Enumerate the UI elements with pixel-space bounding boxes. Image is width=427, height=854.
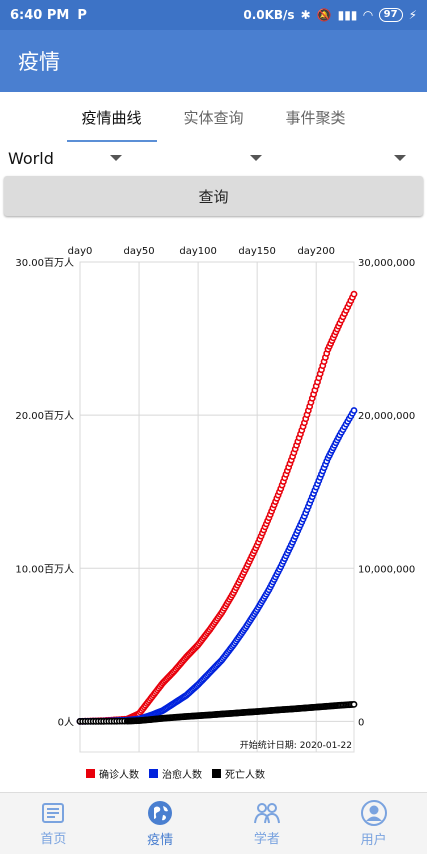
status-indicators: 0.0KB/s ✱ 🔕 ▮▮▮ ◠ 97 ⚡ bbox=[243, 8, 417, 22]
query-button[interactable]: 查询 bbox=[4, 176, 423, 216]
bottom-nav: 首页 疫情 学者 用户 bbox=[0, 792, 427, 854]
series-line-0 bbox=[79, 293, 356, 723]
series-point-0 bbox=[350, 290, 358, 298]
legend-label: 治愈人数 bbox=[162, 768, 202, 781]
x-tick-label: day0 bbox=[68, 246, 93, 257]
legend-label: 死亡人数 bbox=[225, 768, 265, 781]
signal-icon: ▮▮▮ bbox=[337, 8, 358, 22]
nav-user[interactable]: 用户 bbox=[320, 793, 427, 854]
plot-frame bbox=[79, 261, 355, 753]
x-tick-label: day150 bbox=[238, 246, 275, 257]
charging-icon: ⚡ bbox=[408, 8, 417, 22]
page-title: 疫情 bbox=[18, 50, 60, 74]
chevron-down-icon bbox=[394, 155, 406, 161]
y-right-tick-label: 10,000,000 bbox=[358, 564, 415, 575]
y-left-tick-label: 20.00百万人 bbox=[15, 410, 74, 422]
people-icon bbox=[253, 803, 280, 824]
newspaper-icon bbox=[42, 803, 65, 823]
mute-icon: 🔕 bbox=[316, 8, 332, 22]
globe-icon bbox=[148, 801, 173, 825]
series-point-1 bbox=[350, 407, 358, 414]
y-left-tick-label: 10.00百万人 bbox=[15, 563, 74, 575]
user-icon bbox=[360, 800, 387, 826]
second-select[interactable] bbox=[150, 144, 270, 172]
third-select[interactable] bbox=[290, 144, 410, 172]
y-right-tick-label: 20,000,000 bbox=[358, 411, 415, 422]
nav-epidemic-label: 疫情 bbox=[147, 833, 174, 848]
x-tick-label: day50 bbox=[123, 246, 154, 257]
x-tick-label: day100 bbox=[179, 246, 216, 257]
y-right-tick-label: 30,000,000 bbox=[358, 258, 415, 269]
legend-swatch bbox=[149, 769, 158, 778]
nav-home-label: 首页 bbox=[40, 832, 67, 847]
y-right-tick-label: 0 bbox=[358, 717, 364, 728]
nav-scholars-label: 学者 bbox=[253, 832, 280, 847]
series-point-2 bbox=[350, 700, 358, 708]
chart-annotation: 开始统计日期: 2020-01-22 bbox=[240, 739, 352, 751]
tab-entity-query[interactable]: 实体查询 bbox=[183, 109, 244, 127]
x-tick-label: day200 bbox=[297, 246, 334, 257]
epidemic-chart: day0 day50 day100 day150 day200 0人 10.00百万人 20.… bbox=[10, 232, 416, 784]
nav-user-label: 用户 bbox=[360, 833, 387, 848]
selector-row: World bbox=[0, 144, 427, 172]
y-left-tick-label: 0人 bbox=[58, 716, 74, 728]
payment-icon: P bbox=[77, 7, 87, 23]
tab-bar: 疫情曲线 实体查询 事件聚类 bbox=[0, 92, 427, 144]
chevron-down-icon bbox=[110, 155, 122, 161]
tab-event-cluster[interactable]: 事件聚类 bbox=[285, 109, 346, 127]
region-select[interactable]: World bbox=[8, 144, 138, 172]
status-time: 6:40 PM bbox=[10, 7, 70, 23]
status-bar: 6:40 PM P 0.0KB/s ✱ 🔕 ▮▮▮ ◠ 97 ⚡ bbox=[0, 0, 427, 30]
bluetooth-icon: ✱ bbox=[300, 8, 311, 22]
wifi-icon: ◠ bbox=[363, 8, 373, 22]
chevron-down-icon bbox=[250, 155, 262, 161]
nav-home[interactable]: 首页 bbox=[0, 793, 107, 854]
chart-canvas: day0 day50 day100 day150 day200 0人 10.00百万人 20.… bbox=[15, 246, 415, 781]
nav-scholars[interactable]: 学者 bbox=[214, 793, 321, 854]
nav-epidemic[interactable]: 疫情 bbox=[107, 793, 214, 854]
region-select-value: World bbox=[8, 148, 54, 168]
legend-swatch bbox=[212, 769, 221, 778]
y-left-tick-label: 30.00百万人 bbox=[15, 257, 74, 269]
series-line-1 bbox=[79, 409, 356, 723]
tab-epidemic-curve[interactable]: 疫情曲线 bbox=[66, 92, 157, 144]
battery-icon: 97 bbox=[378, 8, 403, 22]
network-speed: 0.0KB/s bbox=[243, 8, 295, 22]
app-bar: 疫情 bbox=[0, 30, 427, 92]
legend-label: 确诊人数 bbox=[99, 768, 139, 781]
legend-swatch bbox=[86, 769, 95, 778]
